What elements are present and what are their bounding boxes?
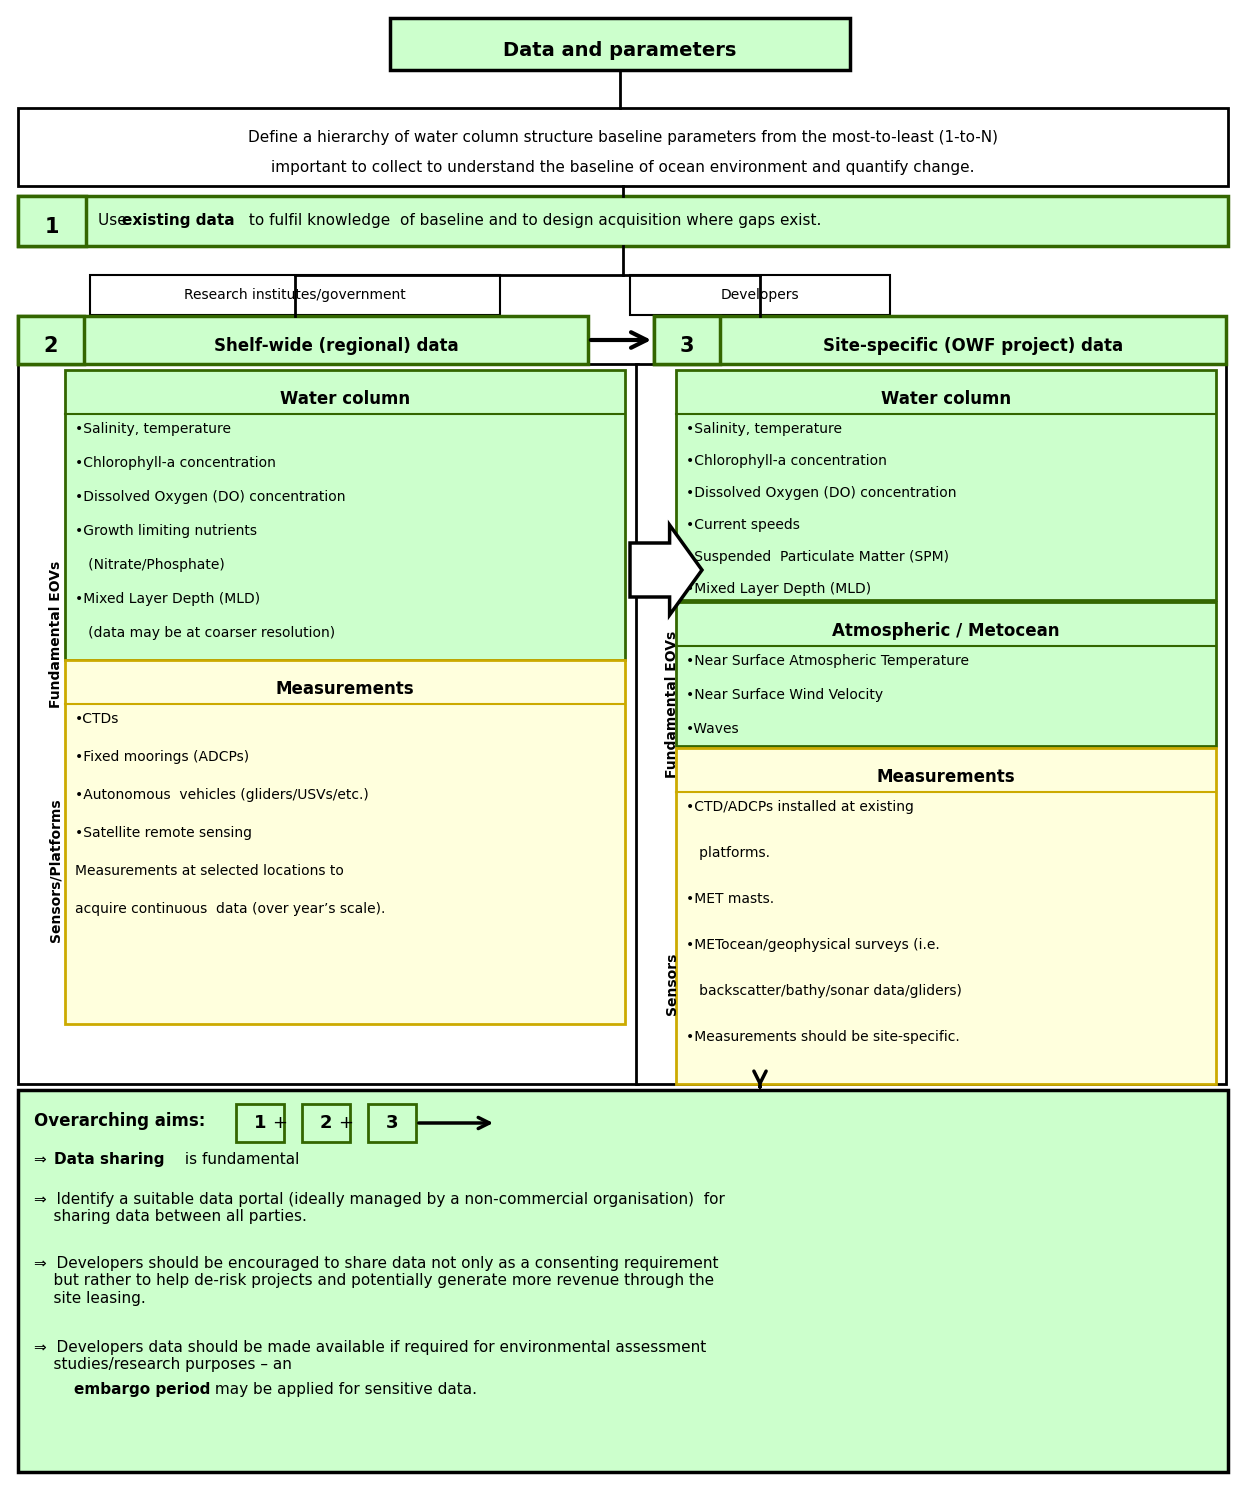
Text: •Near Surface Wind Velocity: •Near Surface Wind Velocity [687, 688, 883, 703]
Polygon shape [630, 525, 701, 615]
Bar [65, 659, 625, 1024]
Text: may be applied for sensitive data.: may be applied for sensitive data. [211, 1382, 477, 1397]
Text: backscatter/bathy/sonar data/gliders): backscatter/bathy/sonar data/gliders) [687, 985, 962, 998]
Bar [390, 18, 850, 70]
Text: •Fixed moorings (ADCPs): •Fixed moorings (ADCPs) [75, 750, 249, 764]
Text: acquire continuous  data (over year’s scale).: acquire continuous data (over year’s sca… [75, 903, 385, 916]
Text: 1: 1 [45, 216, 60, 237]
Text: •Salinity, temperature: •Salinity, temperature [687, 422, 842, 436]
Text: Water column: Water column [280, 389, 410, 407]
Bar [302, 1104, 350, 1141]
Text: existing data: existing data [122, 213, 234, 228]
Bar [654, 316, 1226, 364]
Text: •Satellite remote sensing: •Satellite remote sensing [75, 827, 252, 840]
Bar [17, 1091, 1229, 1473]
Text: 3: 3 [386, 1115, 399, 1132]
Text: •Chlorophyll-a concentration: •Chlorophyll-a concentration [687, 454, 887, 468]
Bar [677, 370, 1216, 600]
Text: •Near Surface Atmospheric Temperature: •Near Surface Atmospheric Temperature [687, 653, 969, 668]
Text: Define a hierarchy of water column structure baseline parameters from the most-t: Define a hierarchy of water column struc… [248, 130, 998, 145]
Bar [17, 316, 83, 364]
Bar [65, 370, 625, 659]
Text: •CTDs: •CTDs [75, 712, 120, 727]
Text: Research institutes/government: Research institutes/government [184, 288, 406, 301]
Text: Data sharing: Data sharing [54, 1152, 164, 1167]
Text: ⇒  Identify a suitable data portal (ideally managed by a non-commercial organisa: ⇒ Identify a suitable data portal (ideal… [34, 1192, 725, 1225]
Text: 2: 2 [320, 1115, 333, 1132]
Text: Site-specific (OWF project) data: Site-specific (OWF project) data [822, 337, 1123, 355]
Bar [17, 195, 86, 246]
Bar [17, 195, 1229, 246]
Text: •Chlorophyll-a concentration: •Chlorophyll-a concentration [75, 457, 275, 470]
Text: Sensors/Platforms: Sensors/Platforms [49, 798, 64, 941]
Text: Data and parameters: Data and parameters [503, 40, 736, 60]
Text: •Salinity, temperature: •Salinity, temperature [75, 422, 231, 436]
Text: ⇒  Developers data should be made available if required for environmental assess: ⇒ Developers data should be made availab… [34, 1340, 706, 1373]
Text: •Growth limiting nutrients: •Growth limiting nutrients [75, 524, 257, 539]
Text: Water column: Water column [881, 389, 1011, 407]
Text: •Current speeds: •Current speeds [687, 518, 800, 533]
Text: •Waves: •Waves [687, 722, 740, 736]
Text: platforms.: platforms. [687, 846, 770, 859]
Bar [235, 1104, 284, 1141]
Text: 3: 3 [680, 336, 694, 357]
Bar [17, 107, 1229, 186]
Text: embargo period: embargo period [74, 1382, 211, 1397]
Text: Measurements: Measurements [275, 680, 415, 698]
Bar [654, 316, 720, 364]
Text: Overarching aims:: Overarching aims: [34, 1112, 206, 1129]
Bar [635, 364, 1226, 1085]
Bar [17, 364, 638, 1085]
Text: (data may be at coarser resolution): (data may be at coarser resolution) [75, 627, 335, 640]
Text: Atmospheric / Metocean: Atmospheric / Metocean [832, 622, 1060, 640]
Text: •Dissolved Oxygen (DO) concentration: •Dissolved Oxygen (DO) concentration [75, 489, 345, 504]
Text: •METocean/geophysical surveys (i.e.: •METocean/geophysical surveys (i.e. [687, 938, 939, 952]
Text: •Mixed Layer Depth (MLD): •Mixed Layer Depth (MLD) [687, 582, 871, 595]
Bar [677, 601, 1216, 746]
Text: Fundamental EOVs: Fundamental EOVs [49, 561, 64, 707]
Text: Measurements at selected locations to: Measurements at selected locations to [75, 864, 344, 877]
Text: ⇒: ⇒ [34, 1152, 51, 1167]
Bar [90, 275, 500, 315]
Text: important to collect to understand the baseline of ocean environment and quantif: important to collect to understand the b… [272, 160, 974, 175]
Text: Sensors: Sensors [665, 953, 679, 1015]
Text: •Autonomous  vehicles (gliders/USVs/etc.): •Autonomous vehicles (gliders/USVs/etc.) [75, 788, 369, 803]
Text: 2: 2 [44, 336, 59, 357]
Bar [17, 316, 588, 364]
Text: •Dissolved Oxygen (DO) concentration: •Dissolved Oxygen (DO) concentration [687, 486, 957, 500]
Text: to fulfil knowledge  of baseline and to design acquisition where gaps exist.: to fulfil knowledge of baseline and to d… [244, 213, 821, 228]
Text: •Suspended  Particulate Matter (SPM): •Suspended Particulate Matter (SPM) [687, 551, 949, 564]
Text: ⇒  Developers should be encouraged to share data not only as a consenting requir: ⇒ Developers should be encouraged to sha… [34, 1256, 719, 1306]
Text: Use: Use [98, 213, 132, 228]
Bar [630, 275, 890, 315]
Text: •Mixed Layer Depth (MLD): •Mixed Layer Depth (MLD) [75, 592, 260, 606]
Text: •MET masts.: •MET masts. [687, 892, 774, 906]
Bar [677, 747, 1216, 1085]
Text: Fundamental EOVs: Fundamental EOVs [665, 631, 679, 777]
Text: is fundamental: is fundamental [179, 1152, 299, 1167]
Text: (Nitrate/Phosphate): (Nitrate/Phosphate) [75, 558, 224, 571]
Text: •Measurements should be site-specific.: •Measurements should be site-specific. [687, 1029, 959, 1044]
Text: +: + [339, 1115, 354, 1132]
Text: Developers: Developers [720, 288, 800, 301]
Text: 1: 1 [254, 1115, 267, 1132]
Bar [368, 1104, 416, 1141]
Text: Measurements: Measurements [877, 768, 1015, 786]
Text: +: + [273, 1115, 288, 1132]
Text: •CTD/ADCPs installed at existing: •CTD/ADCPs installed at existing [687, 800, 913, 815]
Text: Shelf-wide (regional) data: Shelf-wide (regional) data [213, 337, 459, 355]
